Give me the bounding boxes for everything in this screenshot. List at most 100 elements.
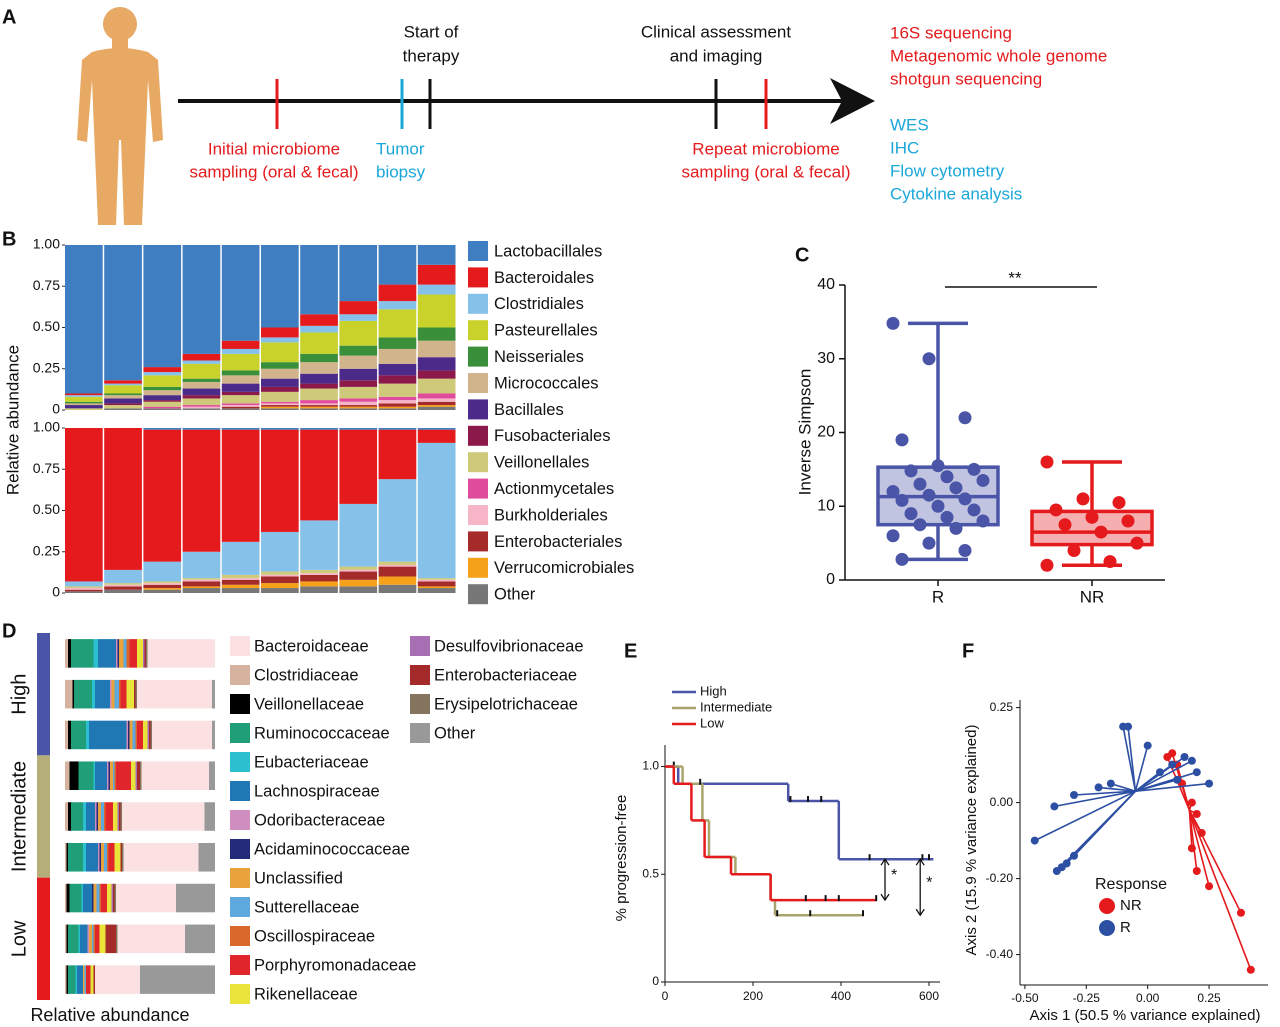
point xyxy=(922,536,936,550)
bar-segment xyxy=(300,400,338,404)
bar-segment xyxy=(92,924,94,954)
bar-segment xyxy=(99,883,101,913)
bar-segment xyxy=(65,396,103,402)
bar-segment xyxy=(417,294,456,328)
bar-segment xyxy=(110,761,113,790)
bar-segment xyxy=(378,245,417,285)
legend-swatch xyxy=(468,557,488,578)
bar-segment xyxy=(143,406,182,409)
bar-segment xyxy=(143,589,182,593)
bar-segment xyxy=(68,720,71,750)
legend-label: R xyxy=(1120,919,1131,936)
spider-line xyxy=(1098,786,1136,792)
bar-segment xyxy=(104,398,142,404)
x-tick-label: 200 xyxy=(743,989,763,1003)
point xyxy=(1094,783,1103,792)
bar-segment xyxy=(182,429,221,552)
bar-segment xyxy=(107,883,112,913)
bar-segment xyxy=(221,405,260,407)
bar-segment xyxy=(105,924,116,954)
point xyxy=(904,464,918,478)
bar-segment xyxy=(300,245,338,315)
bar-segment xyxy=(300,574,338,582)
bar-segment xyxy=(378,383,417,397)
x-tick-label: 0.00 xyxy=(1136,991,1160,1005)
bar-segment xyxy=(182,353,221,361)
bar-segment xyxy=(378,403,417,407)
bar-segment xyxy=(221,403,260,406)
bar-segment xyxy=(378,284,417,302)
point xyxy=(1070,851,1079,860)
y-tick-label: 0.75 xyxy=(33,460,60,476)
point xyxy=(904,507,918,521)
bar-segment xyxy=(339,586,378,593)
bar-segment xyxy=(93,924,95,954)
y-tick-label: 0.50 xyxy=(33,501,60,517)
x-tick-label: R xyxy=(932,587,944,606)
bar-segment xyxy=(87,924,89,954)
bar-segment xyxy=(96,883,100,913)
bar-segment xyxy=(65,761,70,790)
bar-segment xyxy=(65,581,103,587)
bar-segment xyxy=(378,375,417,384)
bar-segment xyxy=(261,428,299,430)
y-tick-label: -0.20 xyxy=(986,871,1014,885)
bar-segment xyxy=(93,639,98,668)
bar-segment xyxy=(182,551,221,579)
point xyxy=(1030,836,1039,845)
bar-segment xyxy=(300,429,338,521)
bar-segment xyxy=(65,589,103,592)
bar-segment xyxy=(182,406,221,409)
bar-segment xyxy=(101,883,107,913)
legend-label: Veillonellaceae xyxy=(254,695,364,713)
bar-segment xyxy=(417,327,456,341)
bar-segment xyxy=(95,924,100,954)
legend-swatch xyxy=(230,694,250,714)
bar-segment xyxy=(114,883,116,913)
bar-segment xyxy=(339,314,378,321)
point xyxy=(1085,510,1099,524)
bar-segment xyxy=(261,401,299,404)
bar-segment xyxy=(65,720,68,750)
bar-segment xyxy=(261,386,299,392)
bar-segment xyxy=(182,408,221,410)
bar-segment xyxy=(300,353,338,363)
bar-segment xyxy=(221,588,260,593)
y-axis-label: Relative abundance xyxy=(3,345,22,495)
bar-segment xyxy=(147,720,149,750)
bar-segment xyxy=(128,720,130,750)
y-tick-label: 0.50 xyxy=(33,318,60,334)
point xyxy=(886,529,900,543)
point xyxy=(1192,810,1201,818)
bar-segment xyxy=(65,408,103,410)
bar-segment xyxy=(378,576,417,585)
bar-segment xyxy=(104,403,142,406)
bar-segment xyxy=(182,579,221,582)
bar-segment xyxy=(378,479,417,562)
bar-segment xyxy=(221,579,260,585)
point xyxy=(1143,741,1152,750)
bar-segment xyxy=(104,385,142,394)
bar-segment xyxy=(140,761,142,790)
panel-label: B xyxy=(2,228,16,250)
event-label: Tumor xyxy=(376,139,425,158)
spider-line xyxy=(1054,790,1136,808)
legend-swatch xyxy=(230,868,250,888)
bar-segment xyxy=(143,584,182,589)
bar-segment xyxy=(129,720,133,750)
y-tick-label: 20 xyxy=(817,424,835,441)
legend-swatch xyxy=(410,694,430,714)
bar-segment xyxy=(104,428,142,570)
bar-segment xyxy=(417,579,456,582)
point xyxy=(1094,525,1108,539)
bar-segment xyxy=(143,386,182,391)
legend-swatch xyxy=(230,810,250,830)
legend-swatch xyxy=(410,665,430,685)
bar-segment xyxy=(65,924,67,954)
bar-segment xyxy=(300,586,338,593)
point xyxy=(976,473,990,487)
y-tick-label: 0 xyxy=(652,974,659,988)
bar-segment xyxy=(221,340,260,349)
group-label: Low xyxy=(8,920,30,957)
